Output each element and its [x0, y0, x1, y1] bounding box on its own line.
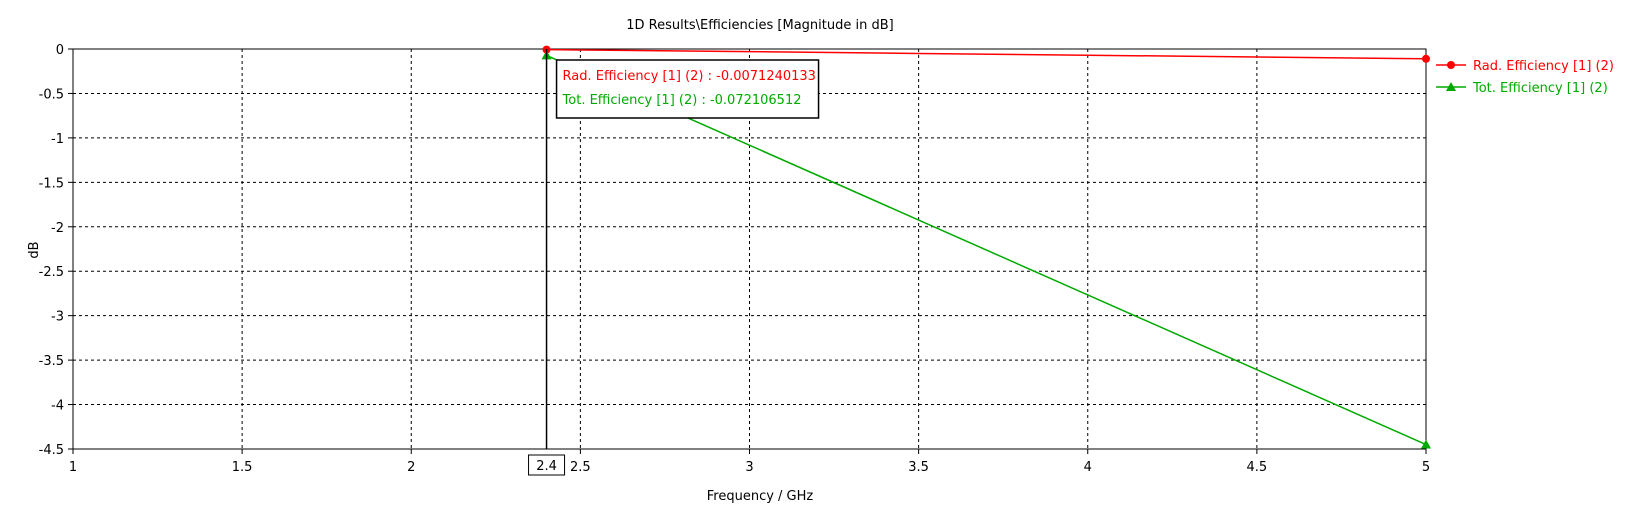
legend-marker-1 [1447, 61, 1455, 69]
y-tick-label: -4.5 [39, 443, 64, 458]
axis-ticks: 1 1.5 2 2.5 3 3.5 4 4.5 5 0 -0.5 -1 -1.5 -2 -2.5 -3 -3.5… [39, 43, 1431, 475]
x-tick-label: 4 [1084, 460, 1092, 475]
x-tick-label: 3.5 [908, 460, 929, 475]
marker-readout-text: Tot. Efficiency [1] (2) : -0.072106512 [562, 93, 802, 108]
legend-label-2: Tot. Efficiency [1] (2) [1472, 81, 1608, 96]
y-tick-label: -1.5 [39, 176, 64, 191]
y-tick-label: -2 [51, 221, 64, 236]
chart-title: 1D Results\Efficiencies [Magnitude in dB… [626, 18, 893, 33]
series-point-1 [1422, 54, 1430, 63]
frequency-marker-label-box[interactable] [528, 454, 566, 476]
x-tick-label: 5 [1422, 460, 1430, 475]
y-tick-label: -4 [51, 399, 64, 414]
y-tick-label: 0 [56, 43, 64, 58]
y-tick-label: -1 [51, 132, 64, 147]
x-axis-title: Frequency / GHz [707, 489, 814, 504]
legend: Rad. Efficiency [1] (2) Tot. Efficiency [… [1436, 59, 1614, 96]
x-tick-label: 3 [745, 460, 753, 475]
series-point-2 [1421, 439, 1431, 449]
y-tick-label: -3 [51, 310, 64, 325]
marker-readout-text: Rad. Efficiency [1] (2) : -0.0071240133 [563, 69, 816, 84]
y-tick-label: -0.5 [39, 87, 64, 102]
x-tick-label: 1 [69, 460, 77, 475]
marker-layer[interactable]: 2.4 Rad. Efficiency [1] (2) : -0.00712401… [528, 49, 820, 476]
series-layer [541, 45, 1431, 449]
x-tick-label: 2 [407, 460, 415, 475]
x-tick-label: 2.5 [570, 460, 591, 475]
y-axis-title: dB [27, 241, 42, 258]
series-line-1 [546, 48, 1427, 60]
y-tick-label: -3.5 [39, 354, 64, 369]
x-tick-label: 4.5 [1247, 460, 1268, 475]
legend-label-1: Rad. Efficiency [1] (2) [1473, 59, 1614, 74]
x-tick-label: 1.5 [232, 460, 253, 475]
frequency-marker-label: 2.4 [536, 459, 557, 474]
series-line-2 [546, 54, 1427, 446]
y-tick-label: -2.5 [39, 265, 64, 280]
legend-marker-2 [1446, 82, 1456, 91]
marker-readout-box [555, 59, 820, 119]
